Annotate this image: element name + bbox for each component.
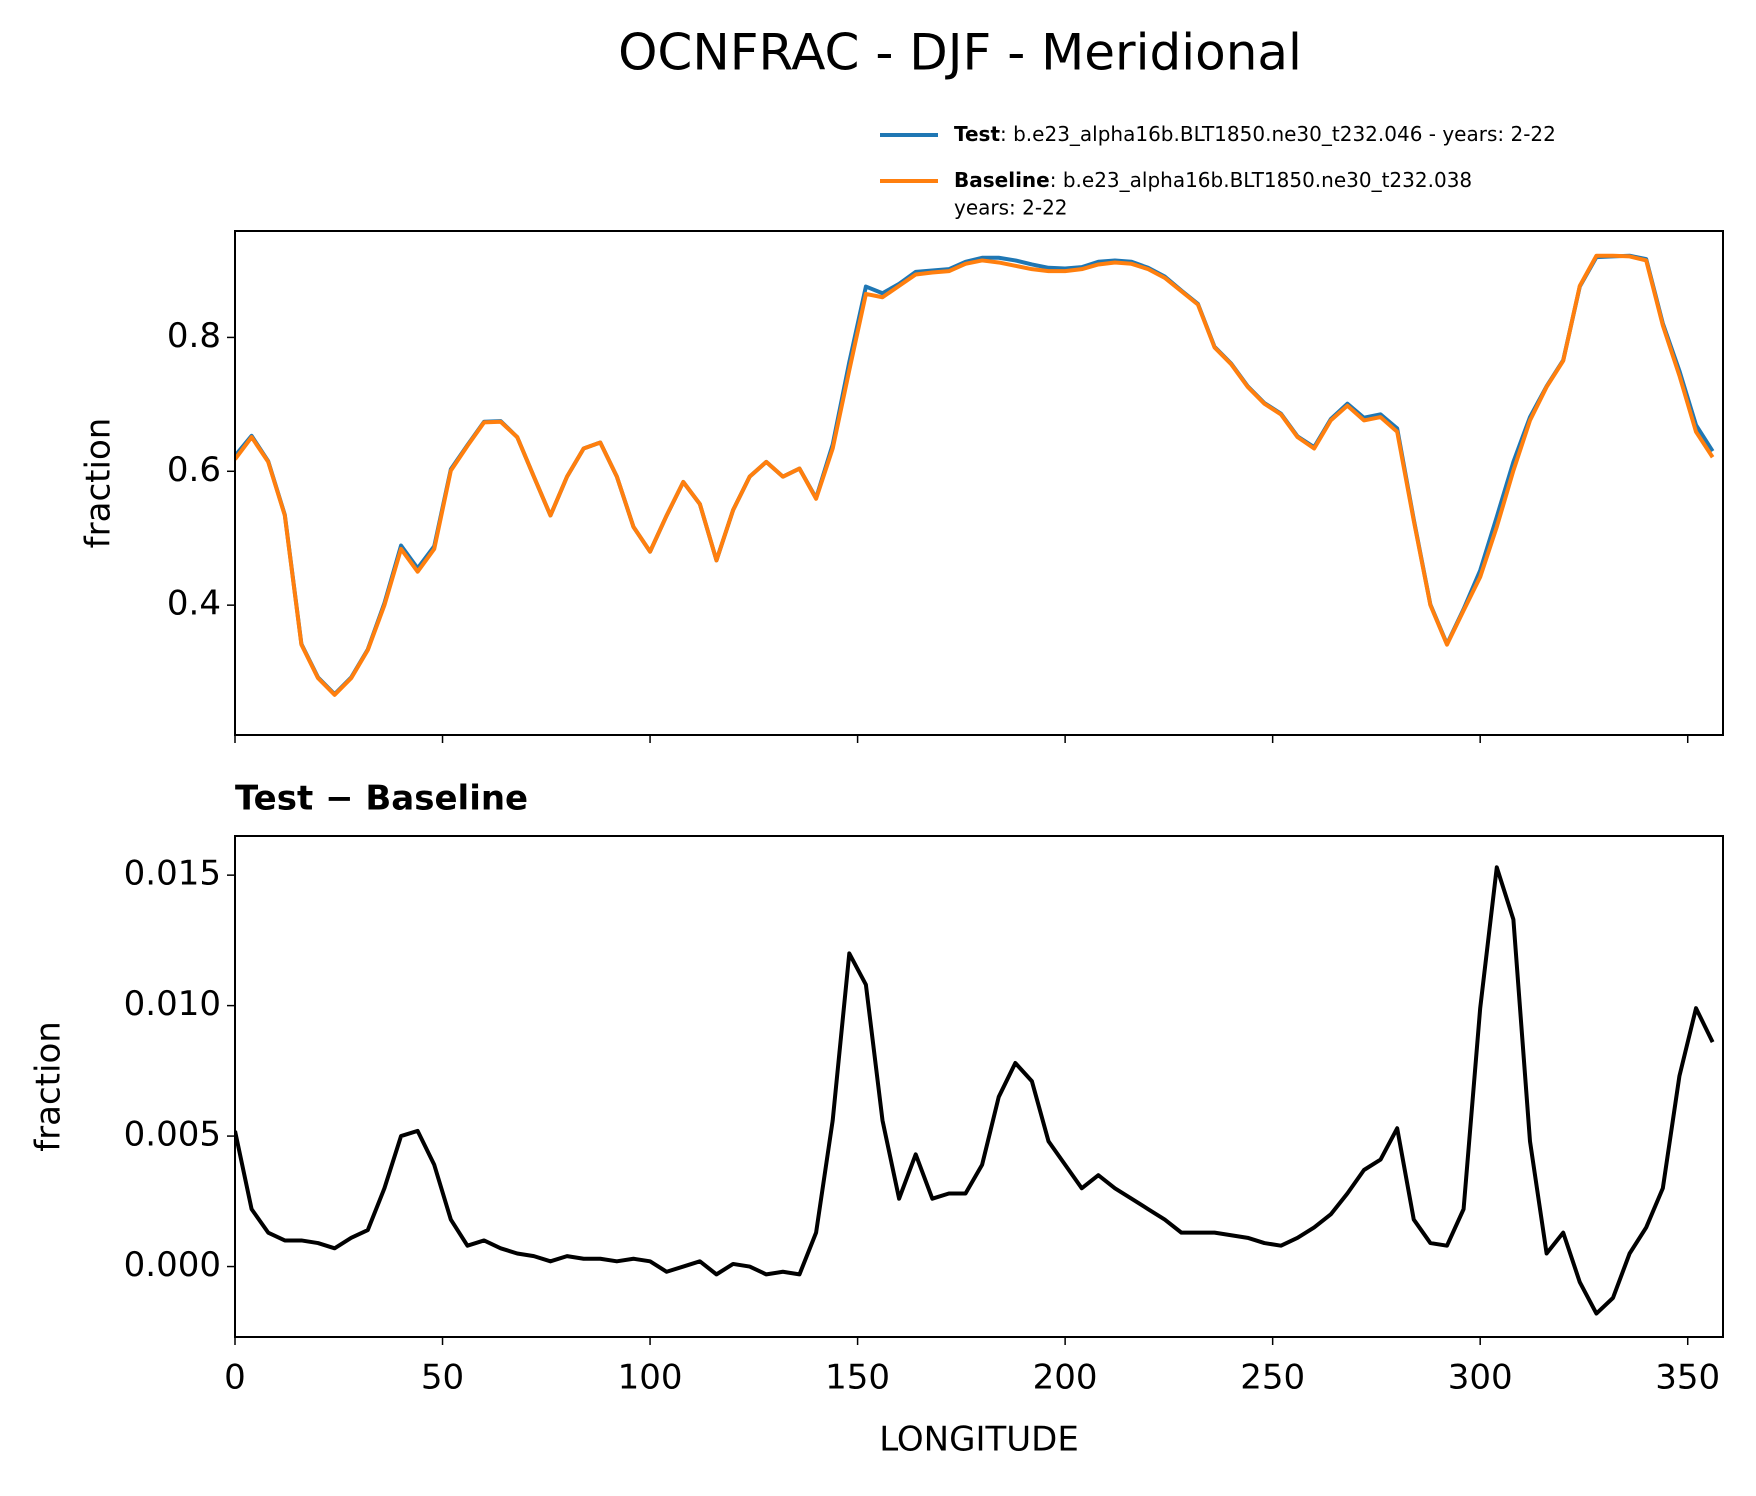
x-tick-label: 200	[1033, 1358, 1098, 1398]
figure-title: OCNFRAC - DJF - Meridional	[618, 24, 1302, 82]
x-tick-label: 300	[1448, 1358, 1513, 1398]
x-tick-label: 350	[1655, 1358, 1720, 1398]
x-axis-label: LONGITUDE	[879, 1420, 1079, 1460]
x-tick-label: 0	[224, 1358, 246, 1398]
y-tick-label: 0.8	[167, 316, 221, 356]
y-tick-label: 0.6	[167, 450, 221, 490]
y-tick-label: 0.4	[167, 584, 221, 624]
x-tick-label: 250	[1240, 1358, 1305, 1398]
legend-description: : b.e23_alpha16b.BLT1850.ne30_t232.046 -…	[1000, 122, 1556, 146]
x-tick-label: 100	[618, 1358, 683, 1398]
y-axis-label: fraction	[29, 1021, 69, 1152]
axes-frame	[234, 230, 1724, 736]
y-tick-label: 0.010	[124, 984, 221, 1024]
legend-label: Test: b.e23_alpha16b.BLT1850.ne30_t232.0…	[954, 122, 1556, 146]
data-line	[235, 865, 1715, 1316]
data-line	[235, 253, 1715, 697]
axes-title: Test − Baseline	[235, 779, 528, 819]
axes-frame	[234, 835, 1724, 1338]
y-tick-label: 0.005	[124, 1115, 221, 1155]
legend-description: : b.e23_alpha16b.BLT1850.ne30_t232.038	[1050, 168, 1472, 192]
legend-name: Baseline	[954, 168, 1050, 192]
legend-description: years: 2-22	[954, 196, 1068, 220]
legend-label: Baseline: b.e23_alpha16b.BLT1850.ne30_t2…	[954, 168, 1472, 192]
y-tick-label: 0.015	[124, 854, 221, 894]
x-tick-label: 150	[825, 1358, 890, 1398]
y-axis-label: fraction	[79, 418, 119, 549]
x-tick-label: 50	[421, 1358, 464, 1398]
y-tick-label: 0.000	[124, 1245, 221, 1285]
legend-name: Test	[954, 122, 1000, 146]
